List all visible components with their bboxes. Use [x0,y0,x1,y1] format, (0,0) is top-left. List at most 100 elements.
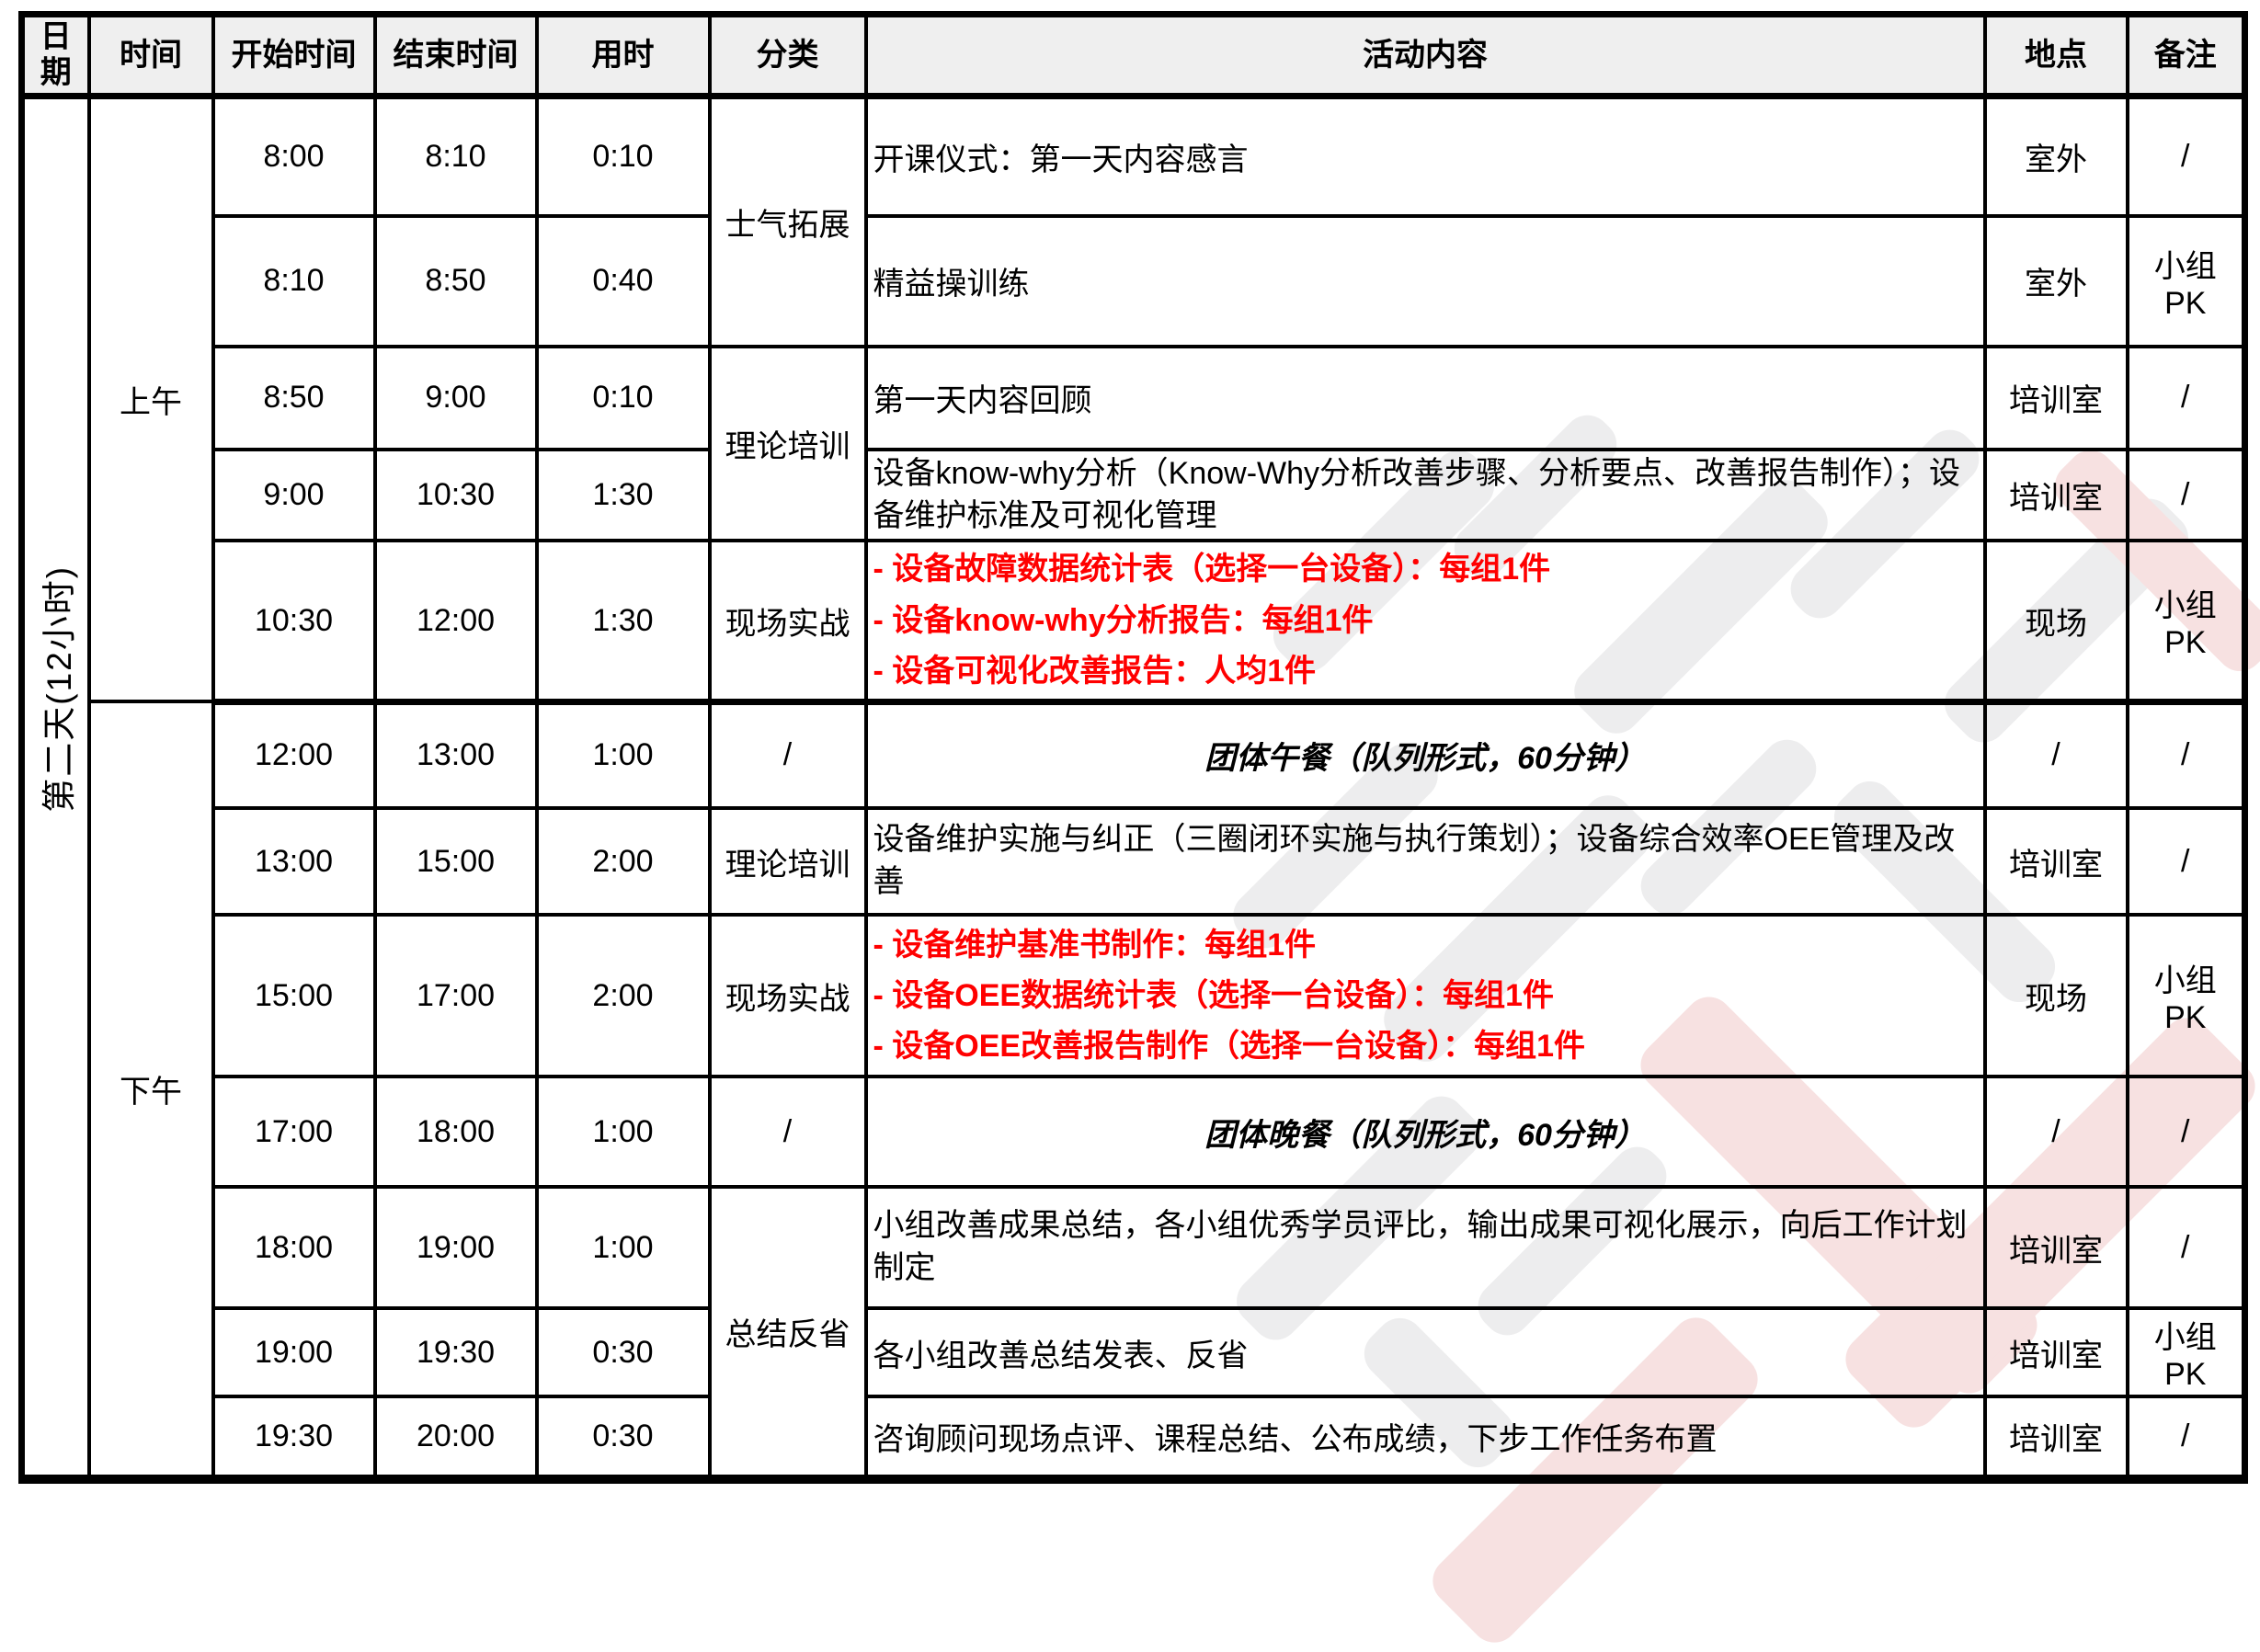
end-time-cell: 12:00 [372,539,539,705]
schedule-row: 17:00 18:00 1:00 / 团体晚餐（队列形式，60分钟） / / [22,1075,2247,1190]
category-cell: 现场实战 [707,913,868,1079]
header-activity: 活动内容 [863,12,1987,100]
category-cell: 士气拓展 [707,94,868,348]
activity-cell: 设备维护实施与纠正（三圈闭环实施与执行策划）；设备综合效率OEE管理及改善 [863,806,1987,917]
end-time-cell: 18:00 [372,1075,539,1190]
start-time-cell: 12:00 [211,700,377,811]
start-time-cell: 18:00 [211,1185,377,1311]
deliverable-item: - 设备OEE改善报告制作（选择一台设备）：每组1件 [873,1028,1585,1064]
start-time-cell: 19:30 [211,1395,377,1482]
note-cell: / [2125,447,2247,543]
activity-cell: 各小组改善总结发表、反省 [863,1306,1987,1399]
duration-cell: 1:30 [534,539,712,705]
activity-cell: 团体午餐（队列形式，60分钟） [863,700,1987,811]
location-cell: 培训室 [1982,344,2129,451]
duration-cell: 0:30 [534,1306,712,1399]
schedule-row: 8:10 8:50 0:40 精益操训练 室外 小组PK [22,213,2247,348]
header-end-time: 结束时间 [372,12,539,100]
schedule-row: 15:00 17:00 2:00 现场实战 - 设备维护基准书制作：每组1件 -… [22,913,2247,1079]
location-cell: 培训室 [1982,1185,2129,1311]
note-cell: / [2125,700,2247,811]
deliverable-item: - 设备OEE数据统计表（选择一台设备）：每组1件 [873,977,1554,1013]
note-cell: / [2125,1075,2247,1190]
note-cell: 小组PK [2125,213,2247,348]
activity-cell: - 设备故障数据统计表（选择一台设备）：每组1件 - 设备know-why分析报… [863,539,1987,705]
duration-cell: 0:10 [534,344,712,451]
activity-cell: 精益操训练 [863,213,1987,348]
location-cell: 培训室 [1982,1306,2129,1399]
schedule-row: 10:30 12:00 1:30 现场实战 - 设备故障数据统计表（选择一台设备… [22,539,2247,705]
location-cell: 现场 [1982,539,2129,705]
start-time-cell: 19:00 [211,1306,377,1399]
note-cell: / [2125,1185,2247,1311]
location-cell: 室外 [1982,213,2129,348]
location-cell: 室外 [1982,94,2129,218]
header-time: 时间 [86,12,215,100]
end-time-cell: 20:00 [372,1395,539,1482]
location-cell: 培训室 [1982,447,2129,543]
schedule-row: 13:00 15:00 2:00 理论培训 设备维护实施与纠正（三圈闭环实施与执… [22,806,2247,917]
schedule-row: 19:30 20:00 0:30 咨询顾问现场点评、课程总结、公布成绩，下步工作… [22,1395,2247,1482]
end-time-cell: 13:00 [372,700,539,811]
location-cell: / [1982,1075,2129,1190]
category-cell: / [707,700,868,811]
duration-cell: 1:00 [534,1075,712,1190]
session-pm-cell: 下午 [86,700,215,1482]
activity-cell: 第一天内容回顾 [863,344,1987,451]
start-time-cell: 17:00 [211,1075,377,1190]
note-cell: 小组PK [2125,913,2247,1079]
start-time-cell: 15:00 [211,913,377,1079]
start-time-cell: 8:00 [211,94,377,218]
category-cell: 总结反省 [707,1185,868,1482]
schedule-row: 8:50 9:00 0:10 理论培训 第一天内容回顾 培训室 / [22,344,2247,543]
start-time-cell: 9:00 [211,447,377,543]
header-duration: 用时 [534,12,712,100]
schedule-table: 日期 时间 开始时间 结束时间 用时 分类 活动内容 地点 备注 第二天(12小… [18,11,2248,1485]
header-date: 日期 [19,12,91,100]
location-cell: 现场 [1982,913,2129,1079]
duration-cell: 0:10 [534,94,712,218]
end-time-cell: 9:00 [372,344,539,451]
schedule-row: 9:00 10:30 1:30 设备know-why分析（Know-Why分析改… [22,447,2247,543]
deliverable-item: - 设备维护基准书制作：每组1件 [873,927,1317,963]
header-start-time: 开始时间 [211,12,377,100]
location-cell: 培训室 [1982,1395,2129,1482]
duration-cell: 2:00 [534,806,712,917]
schedule-row: 19:00 19:30 0:30 各小组改善总结发表、反省 培训室 小组PK [22,1306,2247,1399]
activity-cell: 团体晚餐（队列形式，60分钟） [863,1075,1987,1190]
note-cell: 小组PK [2125,539,2247,705]
end-time-cell: 19:00 [372,1185,539,1311]
category-cell: 现场实战 [707,539,868,705]
header-note: 备注 [2125,12,2247,100]
end-time-cell: 8:50 [372,213,539,348]
category-cell: 理论培训 [707,344,868,543]
note-cell: / [2125,344,2247,451]
activity-cell: 咨询顾问现场点评、课程总结、公布成绩，下步工作任务布置 [863,1395,1987,1482]
start-time-cell: 13:00 [211,806,377,917]
end-time-cell: 8:10 [372,94,539,218]
note-cell: / [2125,806,2247,917]
end-time-cell: 17:00 [372,913,539,1079]
note-cell: / [2125,1395,2247,1482]
activity-cell: - 设备维护基准书制作：每组1件 - 设备OEE数据统计表（选择一台设备）：每组… [863,913,1987,1079]
category-cell: / [707,1075,868,1190]
note-cell: 小组PK [2125,1306,2247,1399]
schedule-row: 18:00 19:00 1:00 总结反省 小组改善成果总结，各小组优秀学员评比… [22,1185,2247,1482]
start-time-cell: 8:10 [211,213,377,348]
activity-cell: 小组改善成果总结，各小组优秀学员评比，输出成果可视化展示，向后工作计划制定 [863,1185,1987,1311]
schedule-row: 下午 12:00 13:00 1:00 / 团体午餐（队列形式，60分钟） / … [22,700,2247,1482]
location-cell: 培训室 [1982,806,2129,917]
duration-cell: 0:30 [534,1395,712,1482]
end-time-cell: 19:30 [372,1306,539,1399]
activity-cell: 开课仪式：第一天内容感言 [863,94,1987,218]
note-cell: / [2125,94,2247,218]
schedule-row: 第二天(12小时) 上午 8:00 8:10 0:10 士气拓展 开课仪式：第一… [19,94,2247,1482]
category-cell: 理论培训 [707,806,868,917]
session-am-cell: 上午 [86,94,215,704]
duration-cell: 0:40 [534,213,712,348]
day-label: 第二天(12小时) [40,565,78,813]
duration-cell: 2:00 [534,913,712,1079]
activity-cell: 设备know-why分析（Know-Why分析改善步骤、分析要点、改善报告制作）… [863,447,1987,543]
start-time-cell: 10:30 [211,539,377,705]
deliverable-item: - 设备know-why分析报告：每组1件 [873,602,1374,638]
